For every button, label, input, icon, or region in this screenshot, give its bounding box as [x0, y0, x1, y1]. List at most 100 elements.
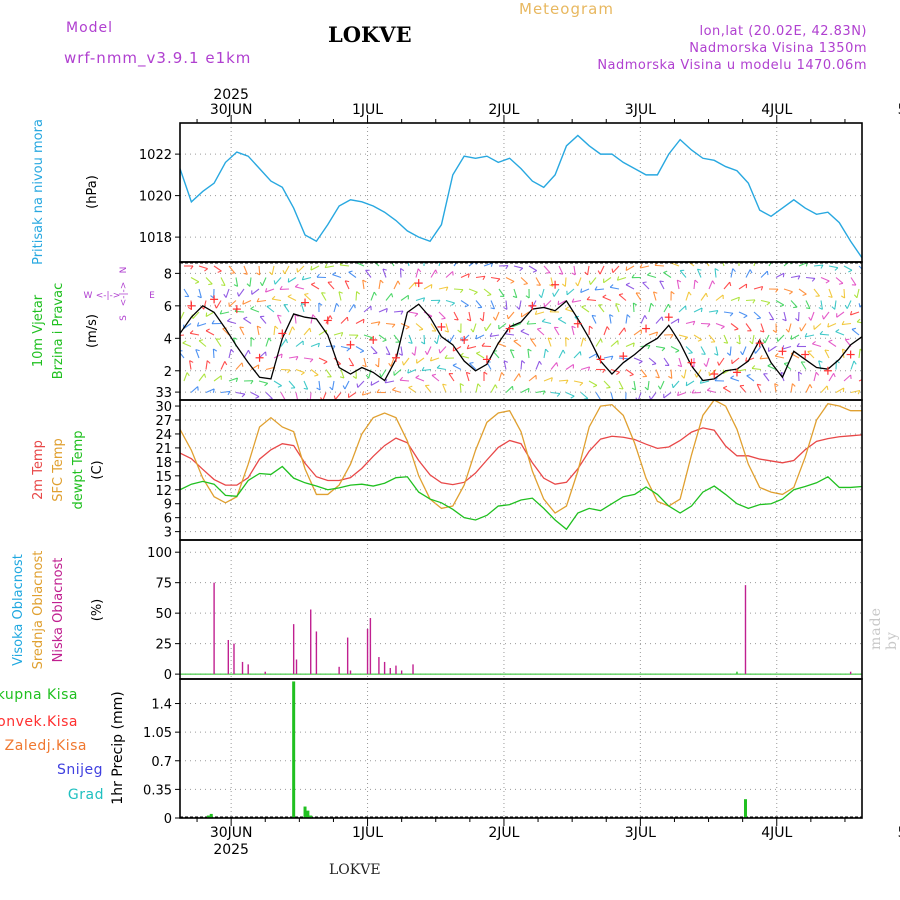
wind-barb-flag: [606, 386, 611, 389]
wind-barb-flag: [774, 383, 779, 386]
pressure-tick-label: 1022: [139, 148, 172, 163]
wind-barb: [565, 391, 575, 397]
wind-barb-flag: [541, 318, 546, 322]
wind-barb: [407, 262, 410, 267]
wind-barb-flag: [644, 386, 649, 391]
wind-barb: [663, 303, 669, 313]
wind-barb: [318, 357, 328, 363]
wind-barb: [521, 311, 530, 318]
wind-barb-flag: [429, 356, 433, 362]
wind-barb: [828, 373, 835, 382]
precip-legend-3: Snijeg: [57, 762, 103, 778]
wind-barb: [310, 342, 320, 348]
wind-barb-flag: [385, 353, 391, 356]
wind-barb-flag: [602, 369, 606, 374]
wind-barb: [835, 387, 845, 393]
wind-barb-flag: [236, 292, 240, 297]
wind-barb: [445, 271, 454, 278]
wind-barb: [800, 361, 807, 370]
wind-barb-flag: [484, 326, 487, 332]
wind-barb: [723, 281, 731, 290]
wind-barb: [843, 374, 852, 382]
wind-barb: [198, 373, 205, 382]
wind-barb: [798, 288, 807, 295]
wind-barb: [261, 277, 267, 286]
wind-barb-flag: [805, 307, 811, 310]
wind-barb-flag: [182, 340, 187, 344]
cloud-unit-label: (%): [90, 599, 105, 622]
wind-barb: [212, 348, 215, 359]
wind-barb-flag: [606, 326, 610, 331]
wind-barb: [393, 334, 400, 343]
wind-barb-flag: [250, 380, 254, 385]
wind-barb: [820, 385, 828, 393]
wind-barb: [303, 327, 311, 336]
wind-barb: [370, 380, 380, 386]
wind-barb-flag: [355, 334, 359, 339]
wind-barb-flag: [648, 395, 652, 400]
wind-barb: [198, 265, 208, 270]
top-date-label: 4JUL: [761, 102, 792, 118]
wind-barb: [205, 277, 213, 285]
wind-barb: [739, 385, 747, 393]
wind-barb-flag: [706, 387, 711, 391]
wind-barb-flag: [638, 360, 643, 364]
wind-barb: [459, 383, 462, 393]
wind-barb: [866, 278, 868, 287]
wind-barb: [573, 380, 583, 384]
wind-barb-flag: [198, 339, 204, 342]
wind-barb-flag: [714, 377, 718, 382]
wind-barb: [222, 328, 230, 336]
wind-barb: [591, 315, 597, 324]
wind-barb: [518, 300, 522, 310]
wind-barb-flag: [751, 365, 756, 369]
wind-barb-flag: [619, 387, 624, 390]
wind-barb: [850, 360, 855, 370]
wind-barb-flag: [609, 314, 614, 317]
wind-barb-flag: [296, 268, 299, 273]
wind-barb: [333, 331, 343, 336]
wind-barb: [659, 380, 665, 390]
wind-barb: [700, 292, 707, 301]
wind-barb-flag: [562, 349, 566, 354]
wind-barb-flag: [534, 310, 538, 315]
wind-barb-flag: [373, 291, 377, 296]
wind-barb: [573, 265, 576, 275]
wind-barb-flag: [314, 374, 319, 377]
wind-barb: [430, 357, 440, 362]
wind-barb-flag: [332, 271, 337, 276]
wind-barb: [571, 326, 575, 336]
wind-barb: [763, 373, 770, 382]
wind-barb-flag: [346, 348, 351, 352]
wind-barb-flag: [796, 342, 800, 347]
wind-barb-flag: [616, 276, 620, 281]
wind-barb-flag: [681, 374, 685, 379]
wind-barb: [625, 284, 635, 290]
precip-tick-label: 1.4: [151, 698, 172, 713]
wind-barb: [768, 346, 777, 352]
wind-barb: [615, 303, 620, 313]
wind-barb: [513, 340, 522, 347]
wind-barb: [249, 277, 252, 287]
wind-barb: [670, 318, 679, 324]
precip-legend-1: Konvek.Kisa: [0, 714, 78, 730]
wind-barb-flag: [397, 280, 401, 285]
wind-barb: [344, 280, 350, 290]
wind-barb-flag: [571, 298, 575, 303]
precip-legend-2: Zaledj.Kisa: [5, 738, 87, 754]
wind-barb-flag: [526, 320, 530, 325]
wind-barb: [768, 311, 775, 320]
wind-barb-flag: [579, 382, 584, 386]
wind-barb: [737, 368, 747, 372]
wind-barb-flag: [510, 349, 515, 352]
wind-barb-flag: [235, 377, 239, 383]
model-altitude-label: Nadmorska Visina u modelu 1470.06m: [597, 58, 867, 73]
wind-barb-flag: [197, 295, 202, 299]
wind-barb: [595, 392, 602, 400]
wind-barb-flag: [353, 304, 356, 309]
wind-barb: [382, 268, 387, 278]
cloud-tick-label: 100: [147, 546, 172, 561]
wind-barb: [700, 346, 706, 355]
wind-barb-flag: [757, 383, 762, 386]
wind-barb-flag: [532, 270, 537, 273]
